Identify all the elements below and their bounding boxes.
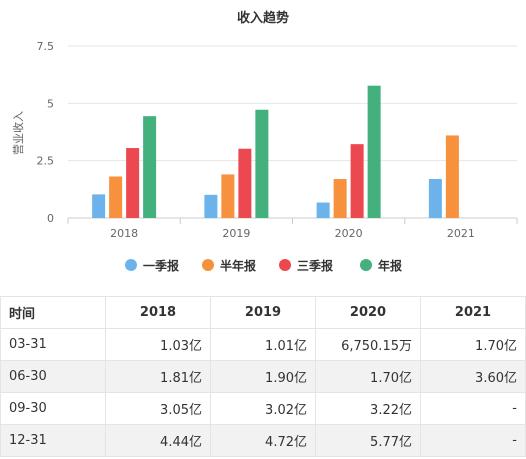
table-cell: 1.90亿 (210, 360, 316, 393)
x-axis: 2018 2019 2020 2021 (67, 218, 518, 240)
table-body: 03-31 1.03亿 1.01亿 6,750.15万 1.70亿 06-30 1.81亿 1… (0, 328, 526, 457)
row-label: 09-30 (0, 392, 106, 425)
table-header-cell: 2020 (315, 296, 421, 329)
row-label: 03-31 (0, 328, 106, 361)
table-cell: 6,750.15万 (315, 328, 421, 361)
x-tick-label: 2020 (335, 227, 363, 240)
table-row: 06-30 1.81亿 1.90亿 1.70亿 3.60亿 (0, 360, 526, 393)
table-header-cell: 2021 (420, 296, 526, 329)
legend-marker (202, 259, 214, 271)
bar-2018-三季报[interactable] (126, 148, 140, 218)
legend-marker (279, 259, 291, 271)
x-tick-label: 2018 (110, 227, 138, 240)
legend-item[interactable]: 半年报 (220, 258, 256, 273)
legend-marker (125, 259, 137, 271)
legend-marker (360, 259, 372, 271)
table-header-cell: 时间 (0, 296, 106, 329)
table-cell: 3.05亿 (105, 392, 211, 425)
revenue-trend-chart: 收入趋势 营业收入 0 2.5 5 7.5 2018 2019 2020 2021 一季报 半… (11, 10, 518, 273)
table-cell: 3.60亿 (420, 360, 526, 393)
bar-2019-年报[interactable] (255, 109, 269, 218)
y-axis-label: 营业收入 (11, 111, 25, 155)
bar-2020-三季报[interactable] (350, 144, 364, 218)
y-tick-label: 5 (47, 97, 54, 110)
bar-2018-年报[interactable] (143, 116, 157, 218)
table-cell: 4.72亿 (210, 424, 316, 457)
y-tick-label: 0 (47, 212, 54, 225)
table-cell: 3.02亿 (210, 392, 316, 425)
table-cell: 3.22亿 (315, 392, 421, 425)
legend: 一季报 半年报 三季报 年报 (125, 258, 402, 273)
bar-2019-半年报[interactable] (221, 174, 235, 218)
legend-item[interactable]: 年报 (378, 258, 402, 273)
table-cell: - (420, 424, 526, 457)
bar-2020-年报[interactable] (367, 85, 381, 218)
bar-2021-一季报[interactable] (428, 179, 442, 218)
chart-title: 收入趋势 (237, 10, 289, 26)
table-row: 12-31 4.44亿 4.72亿 5.77亿 - (0, 424, 526, 457)
bar-2019-一季报[interactable] (204, 194, 218, 218)
bar-2018-一季报[interactable] (92, 194, 106, 218)
bar-2019-三季报[interactable] (238, 148, 252, 218)
table-header-row: 时间 2018 2019 2020 2021 (0, 296, 526, 329)
bar-2020-一季报[interactable] (316, 202, 330, 218)
bar-2018-半年报[interactable] (109, 176, 123, 218)
revenue-table: 时间 2018 2019 2020 2021 03-31 1.03亿 1.01亿 6,750.… (0, 296, 526, 457)
x-tick-label: 2021 (447, 227, 475, 240)
table-header-cell: 2018 (105, 296, 211, 329)
legend-item[interactable]: 一季报 (143, 258, 179, 273)
table-cell: 1.81亿 (105, 360, 211, 393)
table-cell: 1.70亿 (420, 328, 526, 361)
y-tick-label: 2.5 (37, 155, 55, 168)
table-cell: 1.70亿 (315, 360, 421, 393)
table-row: 09-30 3.05亿 3.02亿 3.22亿 - (0, 392, 526, 425)
table-row: 03-31 1.03亿 1.01亿 6,750.15万 1.70亿 (0, 328, 526, 361)
table-header-cell: 2019 (210, 296, 316, 329)
bar-2021-半年报[interactable] (445, 135, 459, 218)
bar-2020-半年报[interactable] (333, 179, 347, 218)
table-cell: 5.77亿 (315, 424, 421, 457)
row-label: 12-31 (0, 424, 106, 457)
y-tick-label: 7.5 (37, 40, 55, 53)
row-label: 06-30 (0, 360, 106, 393)
x-tick-label: 2019 (222, 227, 250, 240)
legend-item[interactable]: 三季报 (297, 258, 333, 273)
table-cell: 4.44亿 (105, 424, 211, 457)
table-cell: - (420, 392, 526, 425)
table-cell: 1.03亿 (105, 328, 211, 361)
y-axis-ticks: 0 2.5 5 7.5 (37, 40, 55, 225)
table-cell: 1.01亿 (210, 328, 316, 361)
bars (92, 85, 459, 218)
